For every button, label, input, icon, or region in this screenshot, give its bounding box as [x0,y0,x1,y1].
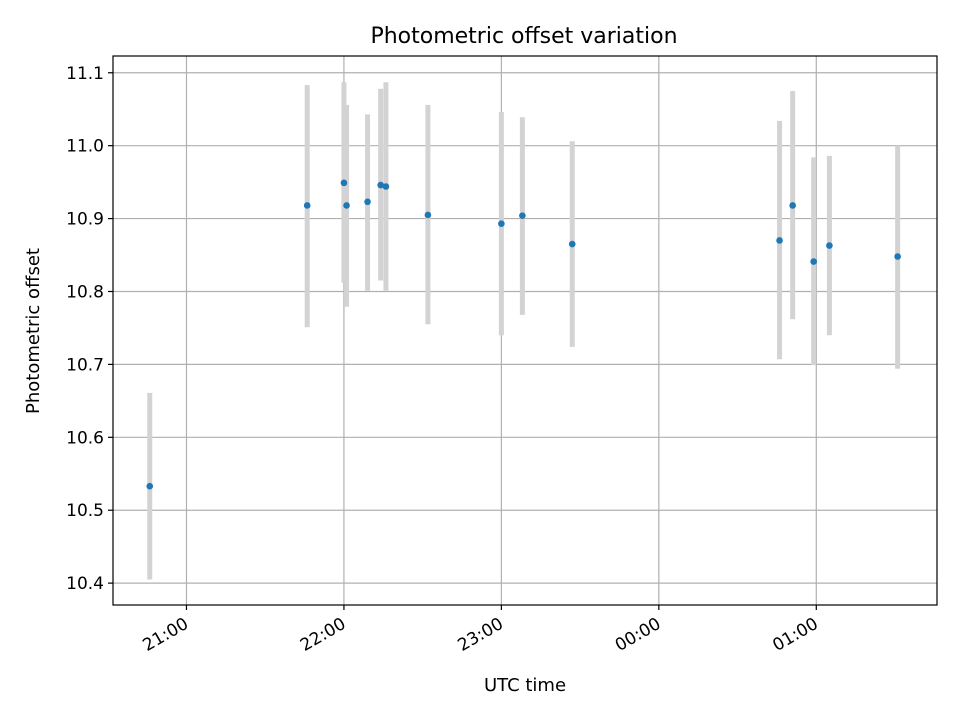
data-point [894,253,901,260]
y-tick-label: 10.5 [66,501,104,521]
data-point [364,198,371,206]
y-tick-label: 10.7 [66,355,104,375]
y-tick-label: 10.8 [66,282,104,302]
data-point [568,240,576,248]
data-point [519,212,526,219]
data-points [146,179,901,490]
data-point [826,242,833,249]
y-tick-label: 11.1 [66,64,104,84]
x-axis-label: UTC time [484,675,566,696]
data-point [498,220,505,227]
y-tick-label: 10.9 [66,210,104,230]
data-point [343,202,350,209]
data-point [789,202,796,209]
data-point [377,181,384,189]
y-tick-label: 11.0 [66,137,104,157]
data-point [146,482,154,490]
y-axis-label: Photometric offset [23,248,44,414]
plot-frame [112,55,938,606]
data-point [810,258,817,265]
data-point [776,237,783,244]
chart-title: Photometric offset variation [370,24,677,49]
data-point [303,202,311,209]
y-tick-label: 10.6 [66,428,104,448]
data-point [382,183,390,190]
data-point [424,211,432,219]
y-axis-ticks: 10.4 10.5 10.6 10.7 10.8 10.9 11.0 11.1 [66,64,113,594]
y-tick-label: 10.4 [66,574,104,594]
data-point [340,179,348,187]
